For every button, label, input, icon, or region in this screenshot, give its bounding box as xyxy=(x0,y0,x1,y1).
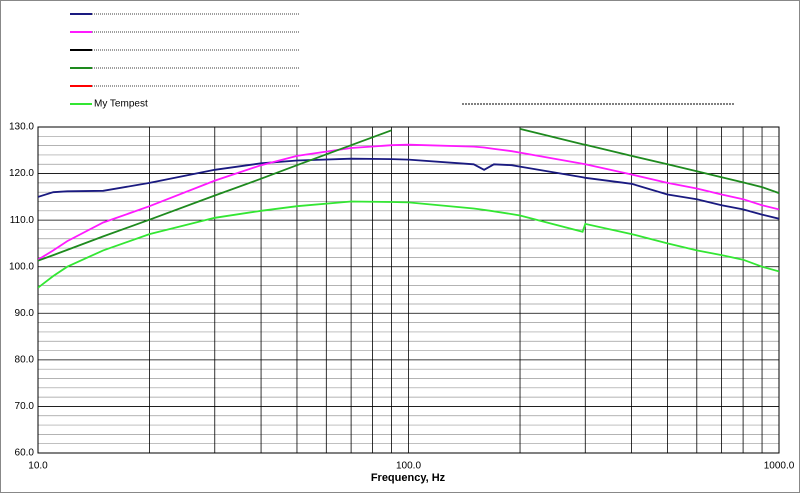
plot-frame xyxy=(37,126,780,454)
y-tick-label: 130.0 xyxy=(9,122,34,133)
y-tick-label: 80.0 xyxy=(15,354,35,365)
y-tick-label: 70.0 xyxy=(15,401,35,412)
x-tick-label: 1000.0 xyxy=(764,461,795,472)
x-tick-label: 10.0 xyxy=(28,461,48,472)
series-line xyxy=(38,128,779,262)
series-line xyxy=(38,143,779,261)
series-line xyxy=(38,200,779,289)
y-tick-label: 100.0 xyxy=(9,261,34,272)
y-tick-label: 110.0 xyxy=(10,215,35,226)
y-tick-label: 60.0 xyxy=(15,448,35,459)
x-tick-label: 100.0 xyxy=(396,461,421,472)
y-tick-label: 120.0 xyxy=(9,168,34,179)
series-line xyxy=(38,157,779,220)
y-tick-label: 90.0 xyxy=(15,308,35,319)
series-group xyxy=(38,128,779,289)
x-axis-label: Frequency, Hz xyxy=(371,472,446,484)
legend-label: My Tempest xyxy=(94,99,148,110)
